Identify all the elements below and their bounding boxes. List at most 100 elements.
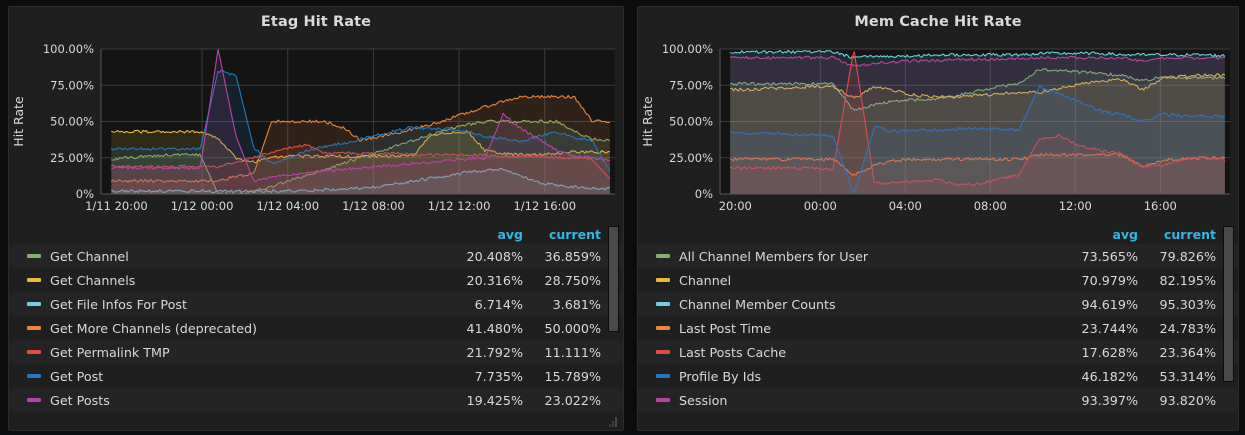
panel-mem-cache-hit-rate[interactable]: Mem Cache Hit Rate 100.00% 75.00% 50.00% 25… [637,6,1239,431]
y-axis-title: Hit Rate [640,96,655,147]
legend-series-name[interactable]: Get Post [50,368,104,384]
legend-value-current: 3.681% [552,296,601,312]
legend-row[interactable]: Last Post Time 23.744% 24.783% [638,316,1238,340]
series-color-swatch-icon[interactable] [656,398,670,402]
legend-value-current: 36.859% [544,248,601,264]
legend-series-name[interactable]: Session [679,392,728,408]
series-color-swatch-icon[interactable] [656,278,670,282]
legend-value-avg: 21.792% [466,344,523,360]
x-axis-tick-label: 00:00 [804,199,837,213]
panel-title[interactable]: Etag Hit Rate [260,14,372,30]
legend-header-current[interactable]: current [1164,226,1216,242]
series-line[interactable] [111,167,611,194]
panel-title[interactable]: Mem Cache Hit Rate [854,14,1022,30]
legend-value-current: 28.750% [544,272,601,288]
series-color-swatch-icon[interactable] [656,374,670,378]
series-area [730,68,1225,194]
panel-etag-hit-rate[interactable]: Etag Hit Rate 100.00% 75.00% 50.00% 25.00% 0… [8,6,624,431]
y-axis-tick-label: 100.00% [662,42,713,56]
y-axis-tick-label: 75.00% [50,78,94,92]
series-color-swatch-icon[interactable] [27,326,41,330]
legend-series-name[interactable]: Get File Infos For Post [50,296,187,312]
legend-table[interactable]: Get Channel 20.408% 36.859% Get Channels 20.… [9,244,623,412]
legend-header-avg[interactable]: avg [1112,226,1138,242]
y-axis-tick-label: 50.00% [669,115,713,129]
series-color-swatch-icon[interactable] [656,302,670,306]
x-axis-tick-label: 1/12 00:00 [171,199,234,213]
series-area [730,51,1225,194]
legend-series-name[interactable]: Get Channel [50,248,129,264]
legend-row[interactable]: All Channel Members for User 73.565% 79.82… [638,244,1238,268]
legend-series-name[interactable]: All Channel Members for User [679,248,869,264]
legend-row[interactable]: Get Posts 19.425% 23.022% [9,388,623,412]
legend-series-name[interactable]: Channel [679,272,732,288]
series-color-swatch-icon[interactable] [656,326,670,330]
series-line[interactable] [110,94,610,183]
legend-row[interactable]: Get More Channels (deprecated) 41.480% 50.… [9,316,623,340]
y-axis-tick-label: 50.00% [50,115,94,129]
series-color-swatch-icon[interactable] [27,254,41,258]
legend-row[interactable]: Channel Member Counts 94.619% 95.303% [638,292,1238,316]
legend-series-name[interactable]: Last Post Time [679,320,772,336]
series-area [111,95,610,194]
series-color-swatch-icon[interactable] [27,278,41,282]
legend-row[interactable]: Get Channel 20.408% 36.859% [9,244,623,268]
legend-header-avg[interactable]: avg [497,226,523,242]
legend-value-avg: 6.714% [474,296,523,312]
legend-header-current[interactable]: current [549,226,601,242]
legend-series-name[interactable]: Get Channels [50,272,136,288]
series-line[interactable] [111,129,610,164]
legend-row[interactable]: Profile By Ids 46.182% 53.314% [638,364,1238,388]
legend-series-name[interactable]: Get Posts [50,392,110,408]
legend-series-name[interactable]: Channel Member Counts [679,296,836,312]
series-area [111,168,610,194]
series-line[interactable] [729,152,1226,177]
legend-row[interactable]: Get Permalink TMP 21.792% 11.111% [9,340,623,364]
legend-row[interactable]: Get Post 7.735% 15.789% [9,364,623,388]
series-color-swatch-icon[interactable] [27,302,41,306]
x-axis-tick-label: 1/12 04:00 [256,199,319,213]
legend-table[interactable]: All Channel Members for User 73.565% 79.82… [638,244,1238,412]
graph-etag-hit-rate[interactable]: 100.00% 75.00% 50.00% 25.00% 0% 1/11 20:00 1/1… [9,37,623,222]
legend-row[interactable]: Session 93.397% 93.820% [638,388,1238,412]
series-group [729,49,1226,194]
series-line[interactable] [110,69,611,172]
legend-series-name[interactable]: Get Permalink TMP [50,344,170,360]
legend-value-current: 53.314% [1159,368,1216,384]
series-group [110,49,611,194]
legend-row[interactable]: Get File Infos For Post 6.714% 3.681% [9,292,623,316]
legend-value-avg: 73.565% [1081,248,1138,264]
series-color-swatch-icon[interactable] [656,350,670,354]
legend-row[interactable]: Get Channels 20.316% 28.750% [9,268,623,292]
legend-scrollbar-thumb[interactable] [608,226,619,332]
graph-canvas[interactable]: 100.00% 75.00% 50.00% 25.00% 0%1/11 20:00 1/1… [9,37,623,222]
series-line[interactable] [729,51,1226,187]
legend-series-name[interactable]: Get More Channels (deprecated) [50,320,258,336]
series-line[interactable] [729,85,1226,194]
legend-scrollbar-thumb[interactable] [1223,226,1234,382]
series-color-swatch-icon[interactable] [656,254,670,258]
legend-series-name[interactable]: Last Posts Cache [679,344,787,360]
legend-series-name[interactable]: Profile By Ids [679,368,762,384]
series-color-swatch-icon[interactable] [27,350,41,354]
graph-canvas[interactable]: 100.00% 75.00% 50.00% 25.00% 0% 20:00 00:00 04:… [638,37,1238,222]
y-axis-tick-label: 25.00% [669,151,713,165]
panel-resize-grip-icon[interactable] [608,416,620,428]
series-area [730,73,1225,194]
legend-row[interactable]: Last Posts Cache 17.628% 23.364% [638,340,1238,364]
y-axis-tick-label: 0% [76,187,94,201]
series-line[interactable] [730,68,1226,111]
legend-row[interactable]: Channel 70.979% 82.195% [638,268,1238,292]
legend-scrollbar[interactable] [608,226,619,404]
series-color-swatch-icon[interactable] [27,374,41,378]
series-color-swatch-icon[interactable] [27,398,41,402]
legend-value-current: 23.364% [1159,344,1216,360]
legend-scrollbar[interactable] [1223,226,1234,404]
series-line[interactable] [730,49,1226,59]
graph-mem-cache-hit-rate[interactable]: 100.00% 75.00% 50.00% 25.00% 0% 20:00 00:00 04:… [638,37,1238,222]
legend-value-current: 95.303% [1159,296,1216,312]
series-line[interactable] [730,73,1226,99]
series-line[interactable] [111,49,611,183]
series-line[interactable] [729,55,1226,67]
legend-value-avg: 17.628% [1081,344,1138,360]
